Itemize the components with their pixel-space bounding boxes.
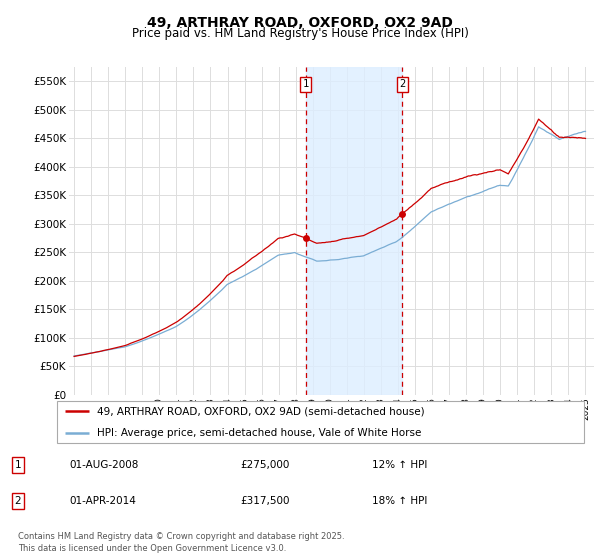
Text: 2: 2 <box>14 496 22 506</box>
FancyBboxPatch shape <box>56 401 584 444</box>
Text: £275,000: £275,000 <box>240 460 289 470</box>
Text: £317,500: £317,500 <box>240 496 290 506</box>
Text: HPI: Average price, semi-detached house, Vale of White Horse: HPI: Average price, semi-detached house,… <box>97 428 421 438</box>
Text: Contains HM Land Registry data © Crown copyright and database right 2025.
This d: Contains HM Land Registry data © Crown c… <box>18 533 344 553</box>
Text: 01-AUG-2008: 01-AUG-2008 <box>69 460 139 470</box>
Text: 1: 1 <box>302 80 309 89</box>
Text: 2: 2 <box>399 80 406 89</box>
Bar <box>305 67 402 395</box>
Text: 12% ↑ HPI: 12% ↑ HPI <box>372 460 427 470</box>
Text: 49, ARTHRAY ROAD, OXFORD, OX2 9AD (semi-detached house): 49, ARTHRAY ROAD, OXFORD, OX2 9AD (semi-… <box>97 406 424 416</box>
Text: Price paid vs. HM Land Registry's House Price Index (HPI): Price paid vs. HM Land Registry's House … <box>131 27 469 40</box>
Text: 01-APR-2014: 01-APR-2014 <box>69 496 136 506</box>
Text: 49, ARTHRAY ROAD, OXFORD, OX2 9AD: 49, ARTHRAY ROAD, OXFORD, OX2 9AD <box>147 16 453 30</box>
Text: 1: 1 <box>14 460 22 470</box>
Text: 18% ↑ HPI: 18% ↑ HPI <box>372 496 427 506</box>
